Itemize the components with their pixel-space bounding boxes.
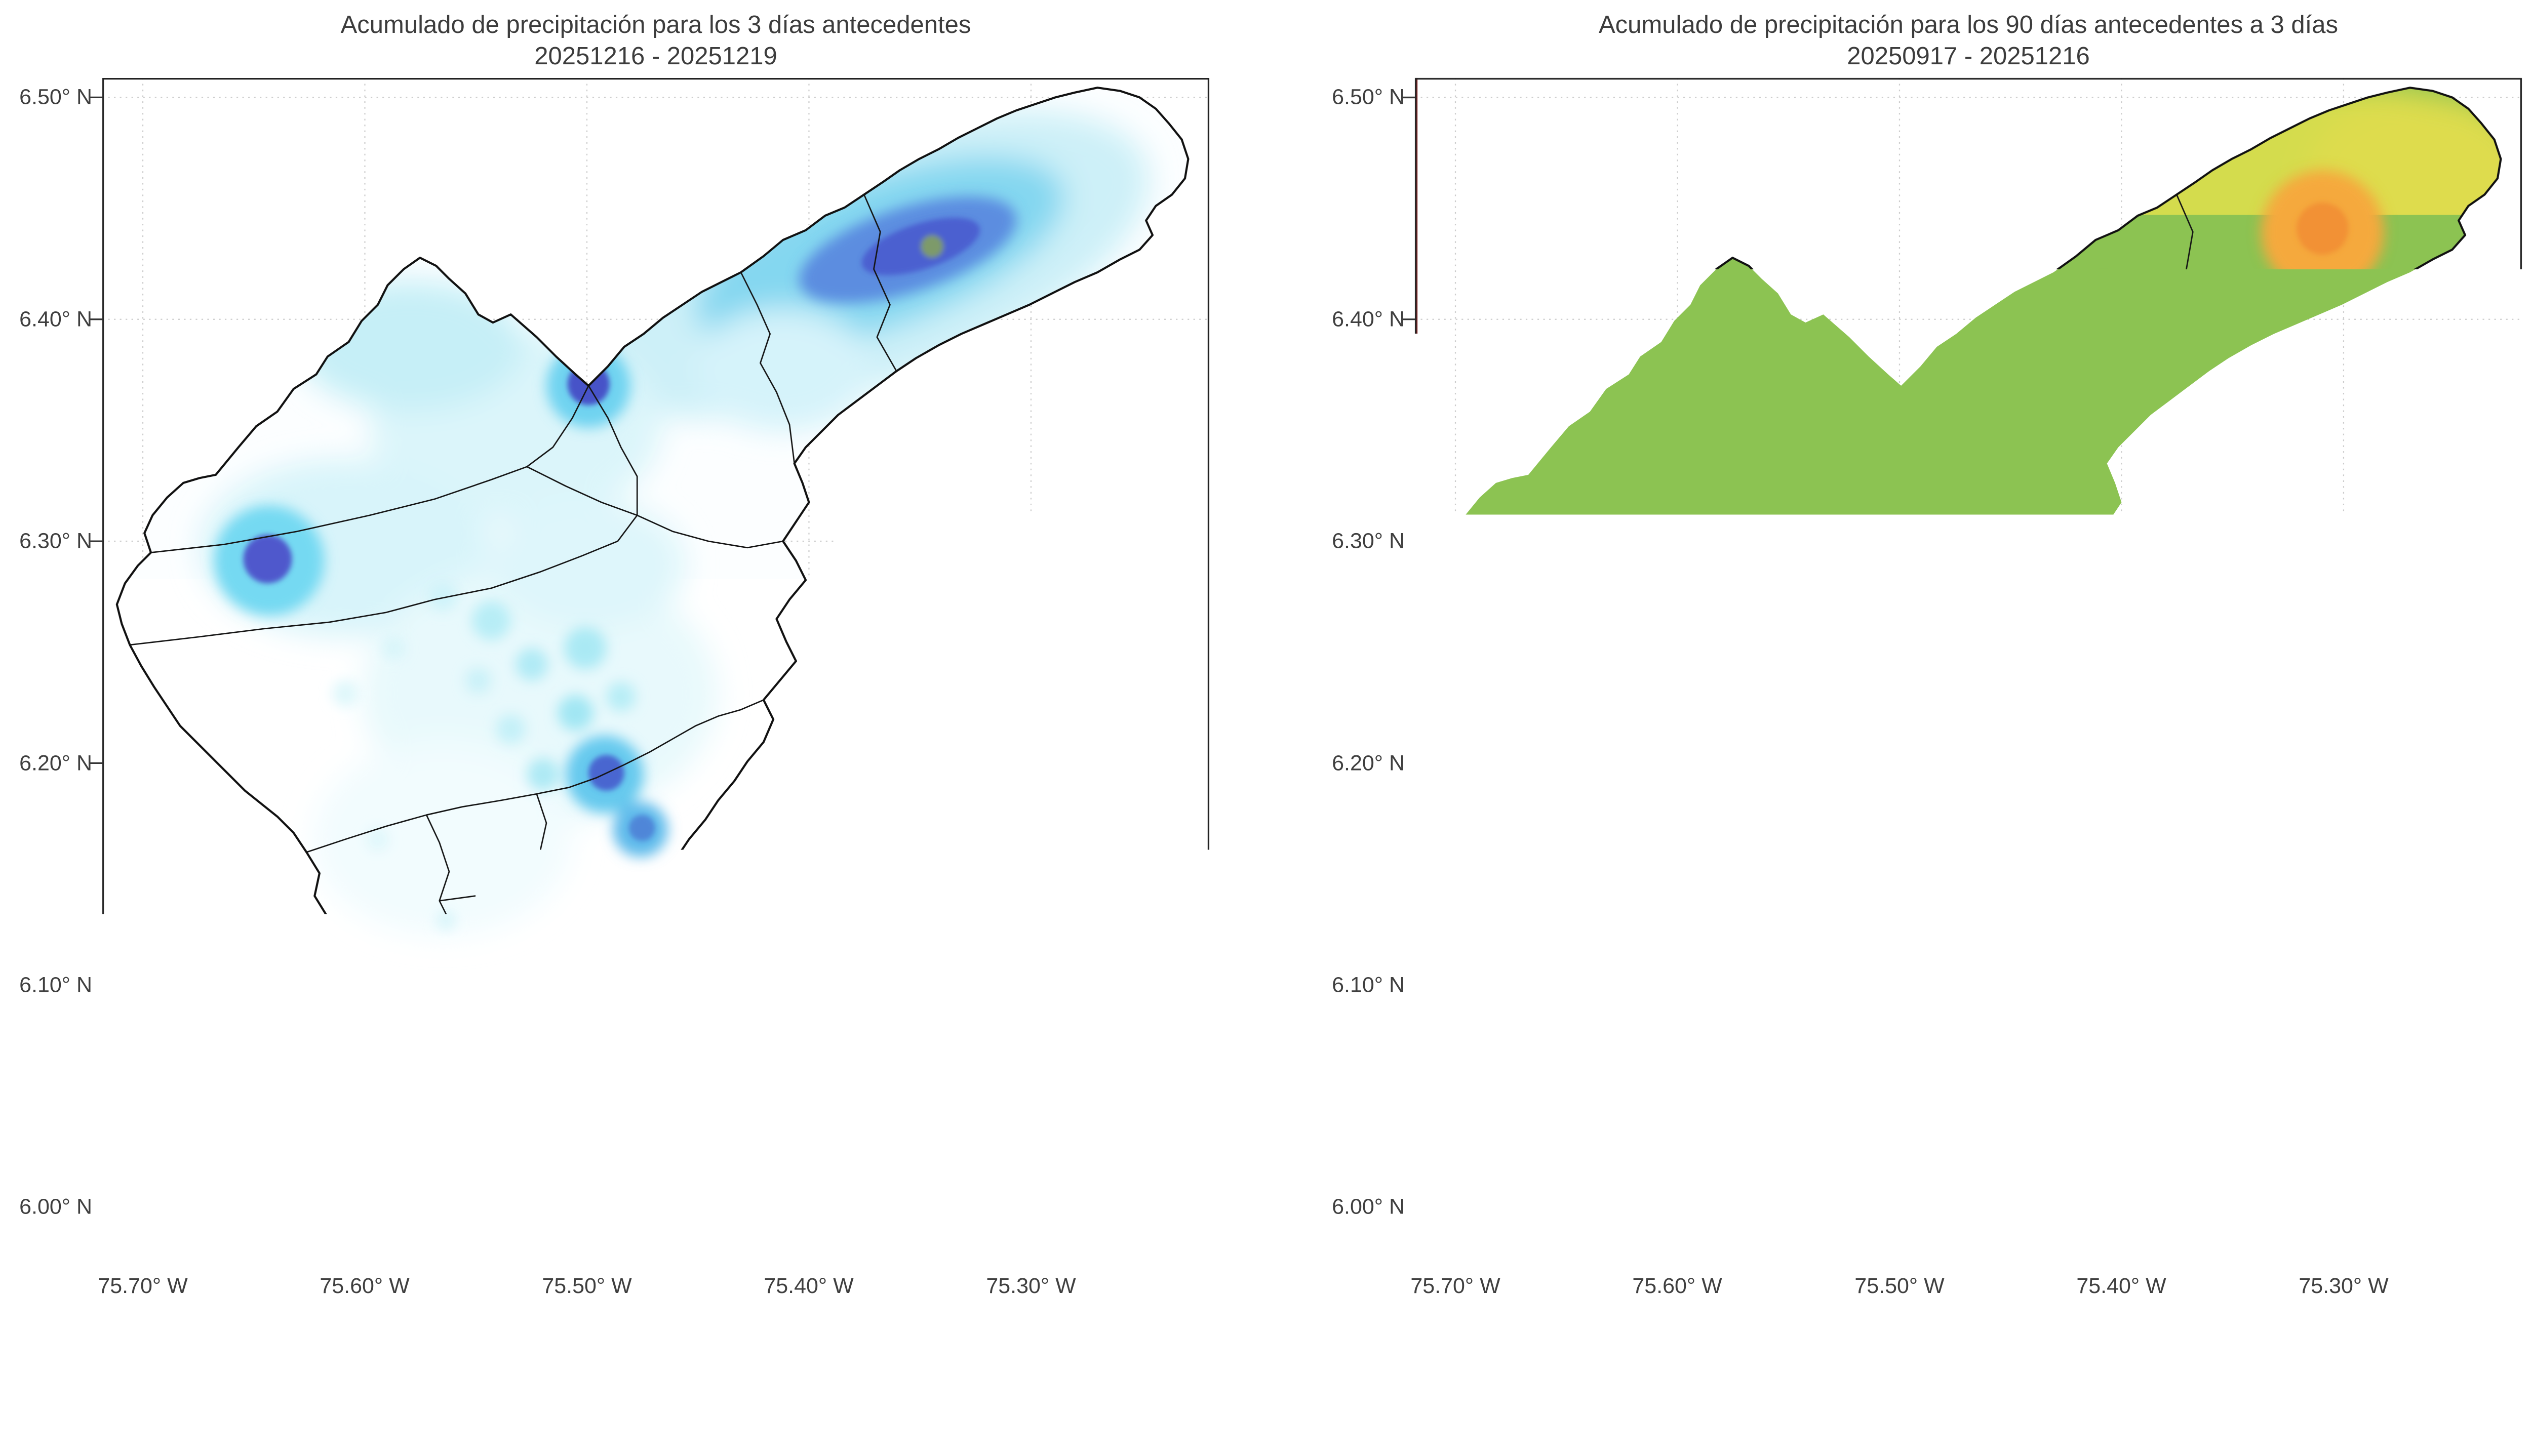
y-tick-label: 6.40° N bbox=[1313, 307, 1405, 332]
panel-title-line1: Acumulado de precipitación para los 3 dí… bbox=[102, 9, 1209, 41]
colorbar-90day-svg bbox=[1415, 1315, 2522, 1365]
colorbar-tick-label: 900 bbox=[2362, 1369, 2399, 1394]
colorbar-tick-label: 50 bbox=[596, 1369, 620, 1394]
colorbar-gradient bbox=[157, 1317, 1151, 1357]
colorbar-tick-label: 400 bbox=[1860, 1369, 1896, 1394]
x-tick-label: 75.50° W bbox=[1854, 1274, 1944, 1299]
panel-precip-90day: Acumulado de precipitación para los 90 d… bbox=[1313, 0, 2532, 1456]
x-tick-label: 75.70° W bbox=[98, 1274, 187, 1299]
y-tick-label: 6.50° N bbox=[1313, 85, 1405, 110]
x-tick-label: 75.70° W bbox=[1410, 1274, 1500, 1299]
y-tick-label: 6.10° N bbox=[1313, 973, 1405, 998]
x-tick-label: 75.50° W bbox=[542, 1274, 631, 1299]
panel-title: Acumulado de precipitación para los 90 d… bbox=[1415, 9, 2522, 72]
colorbar-tick-label: 25 bbox=[370, 1369, 394, 1394]
colorbar-tick-label: 20 bbox=[325, 1369, 349, 1394]
y-tick-label: 6.00° N bbox=[0, 1195, 92, 1220]
panel-title: Acumulado de precipitación para los 3 dí… bbox=[102, 9, 1209, 72]
colorbar-tick-label: 300 bbox=[1759, 1369, 1796, 1394]
y-tick-label: 6.50° N bbox=[0, 85, 92, 110]
colorbar-tick-label: 10 bbox=[235, 1369, 259, 1394]
colorbar-tick-label: 200 bbox=[1659, 1369, 1695, 1394]
colorbar-label: Acumulado Precipitación [mm] bbox=[1415, 1397, 2522, 1430]
panel-title-line2: 20250917 - 20251216 bbox=[1415, 41, 2522, 72]
map-90day-svg bbox=[1415, 78, 2522, 1264]
y-tick-label: 6.20° N bbox=[0, 751, 92, 776]
colorbar-tick-label: 30 bbox=[415, 1369, 440, 1394]
colorbar-tick-label: 100 bbox=[1040, 1369, 1077, 1394]
map-3day-svg bbox=[102, 78, 1209, 1264]
map-plot-3day bbox=[102, 78, 1209, 1264]
map-plot-90day bbox=[1415, 78, 2522, 1264]
colorbar-under-arrow bbox=[107, 1317, 157, 1357]
x-tick-label: 75.30° W bbox=[2299, 1274, 2388, 1299]
colorbar-under-arrow bbox=[1421, 1317, 1476, 1357]
colorbar-tick-label: 15 bbox=[280, 1369, 304, 1394]
colorbar-over-arrow bbox=[2481, 1317, 2519, 1357]
y-tick-label: 6.20° N bbox=[1313, 751, 1405, 776]
colorbar-tick-label: 0 bbox=[1470, 1369, 1482, 1394]
colorbar-gradient bbox=[1476, 1317, 2481, 1357]
x-tick-label: 75.60° W bbox=[320, 1274, 409, 1299]
y-tick-label: 6.40° N bbox=[0, 307, 92, 332]
y-tick-label: 6.30° N bbox=[0, 529, 92, 554]
colorbar-over-arrow bbox=[1151, 1317, 1205, 1357]
panel-precip-3day: Acumulado de precipitación para los 3 dí… bbox=[0, 0, 1242, 1456]
colorbar-tick-label: 600 bbox=[2061, 1369, 2097, 1394]
colorbar-tick-label: 100 bbox=[1558, 1369, 1595, 1394]
x-tick-label: 75.30° W bbox=[986, 1274, 1076, 1299]
x-tick-label: 75.60° W bbox=[1632, 1274, 1722, 1299]
colorbar-3day-svg bbox=[102, 1315, 1209, 1365]
colorbar-tick-label: 800 bbox=[2262, 1369, 2298, 1394]
panel-title-line1: Acumulado de precipitación para los 90 d… bbox=[1415, 9, 2522, 41]
y-tick-label: 6.30° N bbox=[1313, 529, 1405, 554]
colorbar-tick-label: 1000 bbox=[2457, 1369, 2505, 1394]
colorbar-tick-marks bbox=[157, 1357, 1058, 1365]
colorbar-tick-label: 1 bbox=[160, 1369, 172, 1394]
colorbar-tick-label: 5 bbox=[196, 1369, 208, 1394]
x-tick-label: 75.40° W bbox=[764, 1274, 853, 1299]
y-tick-label: 6.10° N bbox=[0, 973, 92, 998]
colorbar-tick-label: 35 bbox=[460, 1369, 485, 1394]
figure: Acumulado de precipitación para los 3 dí… bbox=[0, 0, 2532, 1456]
panel-title-line2: 20251216 - 20251219 bbox=[102, 41, 1209, 72]
colorbar-tick-marks bbox=[1476, 1357, 2481, 1365]
colorbar-label: Acumulado Precipitación [mm] bbox=[102, 1397, 1209, 1430]
colorbar-tick-label: 40 bbox=[505, 1369, 530, 1394]
colorbar-tick-label: 60 bbox=[686, 1369, 710, 1394]
colorbar-tick-label: 80 bbox=[866, 1369, 890, 1394]
colorbar-tick-label: 700 bbox=[2161, 1369, 2198, 1394]
colorbar-tick-label: 500 bbox=[1960, 1369, 1997, 1394]
y-tick-label: 6.00° N bbox=[1313, 1195, 1405, 1220]
x-tick-label: 75.40° W bbox=[2076, 1274, 2166, 1299]
